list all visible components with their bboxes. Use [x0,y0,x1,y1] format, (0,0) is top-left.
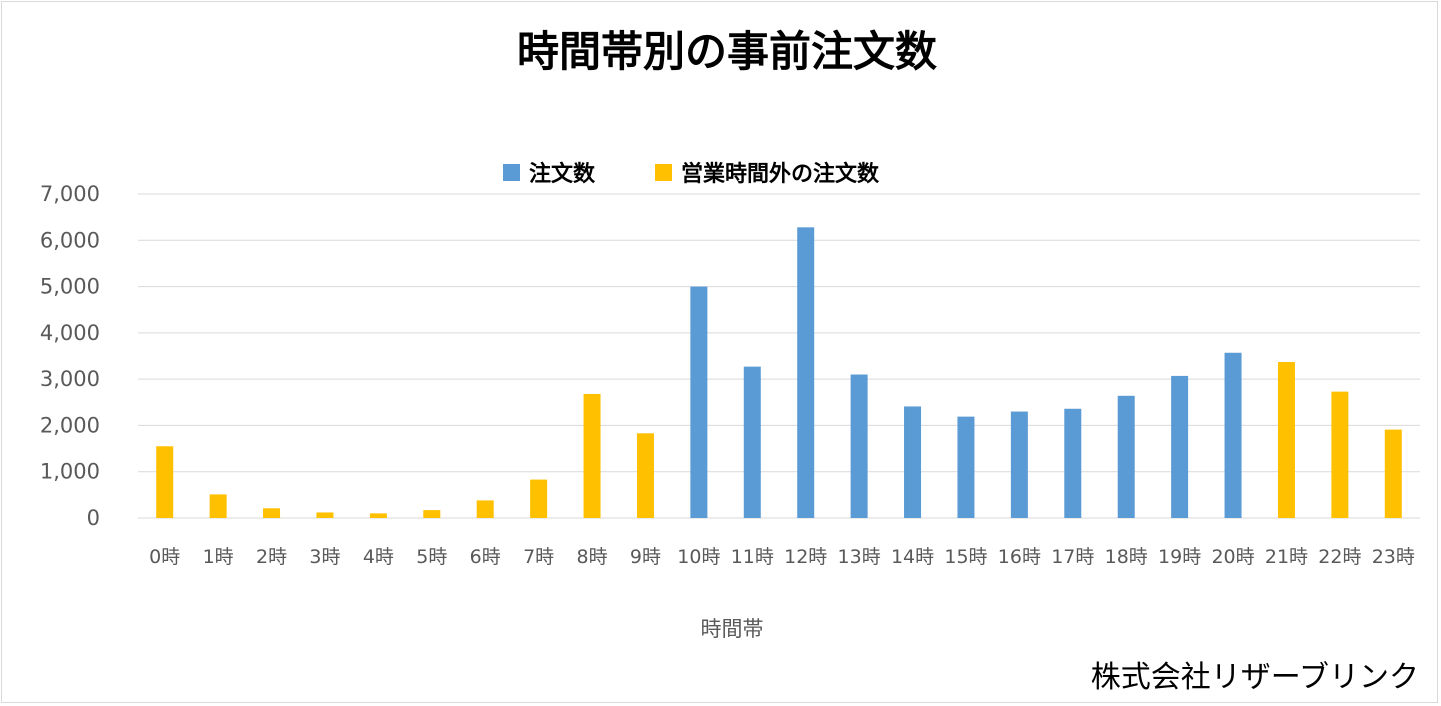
x-tick-label: 17時 [1051,546,1094,568]
bar [209,494,227,518]
y-tick-label: 7,000 [40,182,100,206]
y-tick-label: 4,000 [40,321,100,345]
bar [263,508,281,518]
x-tick-label: 5時 [416,546,447,568]
x-tick-label: 12時 [784,546,827,568]
x-tick-label: 0時 [149,546,180,568]
x-tick-label: 14時 [891,546,934,568]
x-tick-label: 16時 [998,546,1041,568]
bar [1277,362,1295,518]
legend-swatch [655,164,672,181]
bar [1224,352,1242,518]
bar [904,406,922,518]
x-tick-label: 20時 [1211,546,1254,568]
legend-label: 注文数 [529,161,596,187]
bar [1010,411,1028,518]
legend-swatch [503,164,520,181]
x-tick-label: 11時 [731,546,774,568]
x-tick-label: 3時 [309,546,340,568]
bar [690,286,708,518]
bar [743,366,761,518]
y-tick-label: 3,000 [40,367,100,391]
bar [1384,429,1402,518]
chart-title: 時間帯別の事前注文数 [517,27,937,76]
y-tick-label: 2,000 [40,413,100,437]
x-tick-label: 6時 [470,546,501,568]
gridlines [138,193,1420,519]
x-axis-ticks: 0時 1時 2時 3時 4時 5時 6時 7時 8時 9時 10時 11時 12時 13時 14時 15時 16… [149,546,1415,568]
x-tick-label: 10時 [677,546,720,568]
x-tick-label: 8時 [576,546,607,568]
bar [1117,395,1135,518]
x-tick-label: 4時 [363,546,394,568]
bar [530,479,548,518]
bar [850,374,868,518]
y-tick-label: 0 [87,506,100,530]
x-tick-label: 2時 [256,546,287,568]
x-tick-label: 22時 [1318,546,1361,568]
bars [156,227,1402,518]
bar [476,500,494,518]
y-tick-label: 5,000 [40,275,100,299]
legend: 注文数 営業時間外の注文数 [503,161,880,187]
y-tick-label: 6,000 [40,228,100,252]
x-tick-label: 18時 [1105,546,1148,568]
bar [636,433,654,518]
y-tick-label: 1,000 [40,460,100,484]
x-axis-label: 時間帯 [701,617,764,641]
bar [423,510,441,518]
bar [369,513,387,518]
bar [583,393,601,518]
company-credit: 株式会社リザーブリンク [1090,660,1419,695]
x-tick-label: 1時 [203,546,234,568]
y-axis-ticks: 0 1,000 2,000 3,000 4,000 5,000 6,000 7,000 [40,182,100,530]
bar [156,446,174,518]
x-tick-label: 9時 [630,546,661,568]
bar [1331,391,1349,518]
x-tick-label: 23時 [1372,546,1415,568]
bar [797,227,815,518]
bar [957,416,975,518]
bar [1171,375,1189,518]
bar [1064,408,1082,518]
x-tick-label: 19時 [1158,546,1201,568]
legend-label: 営業時間外の注文数 [681,161,880,187]
x-tick-label: 21時 [1265,546,1308,568]
x-tick-label: 7時 [523,546,554,568]
bar [316,512,334,518]
x-tick-label: 13時 [838,546,881,568]
x-tick-label: 15時 [944,546,987,568]
